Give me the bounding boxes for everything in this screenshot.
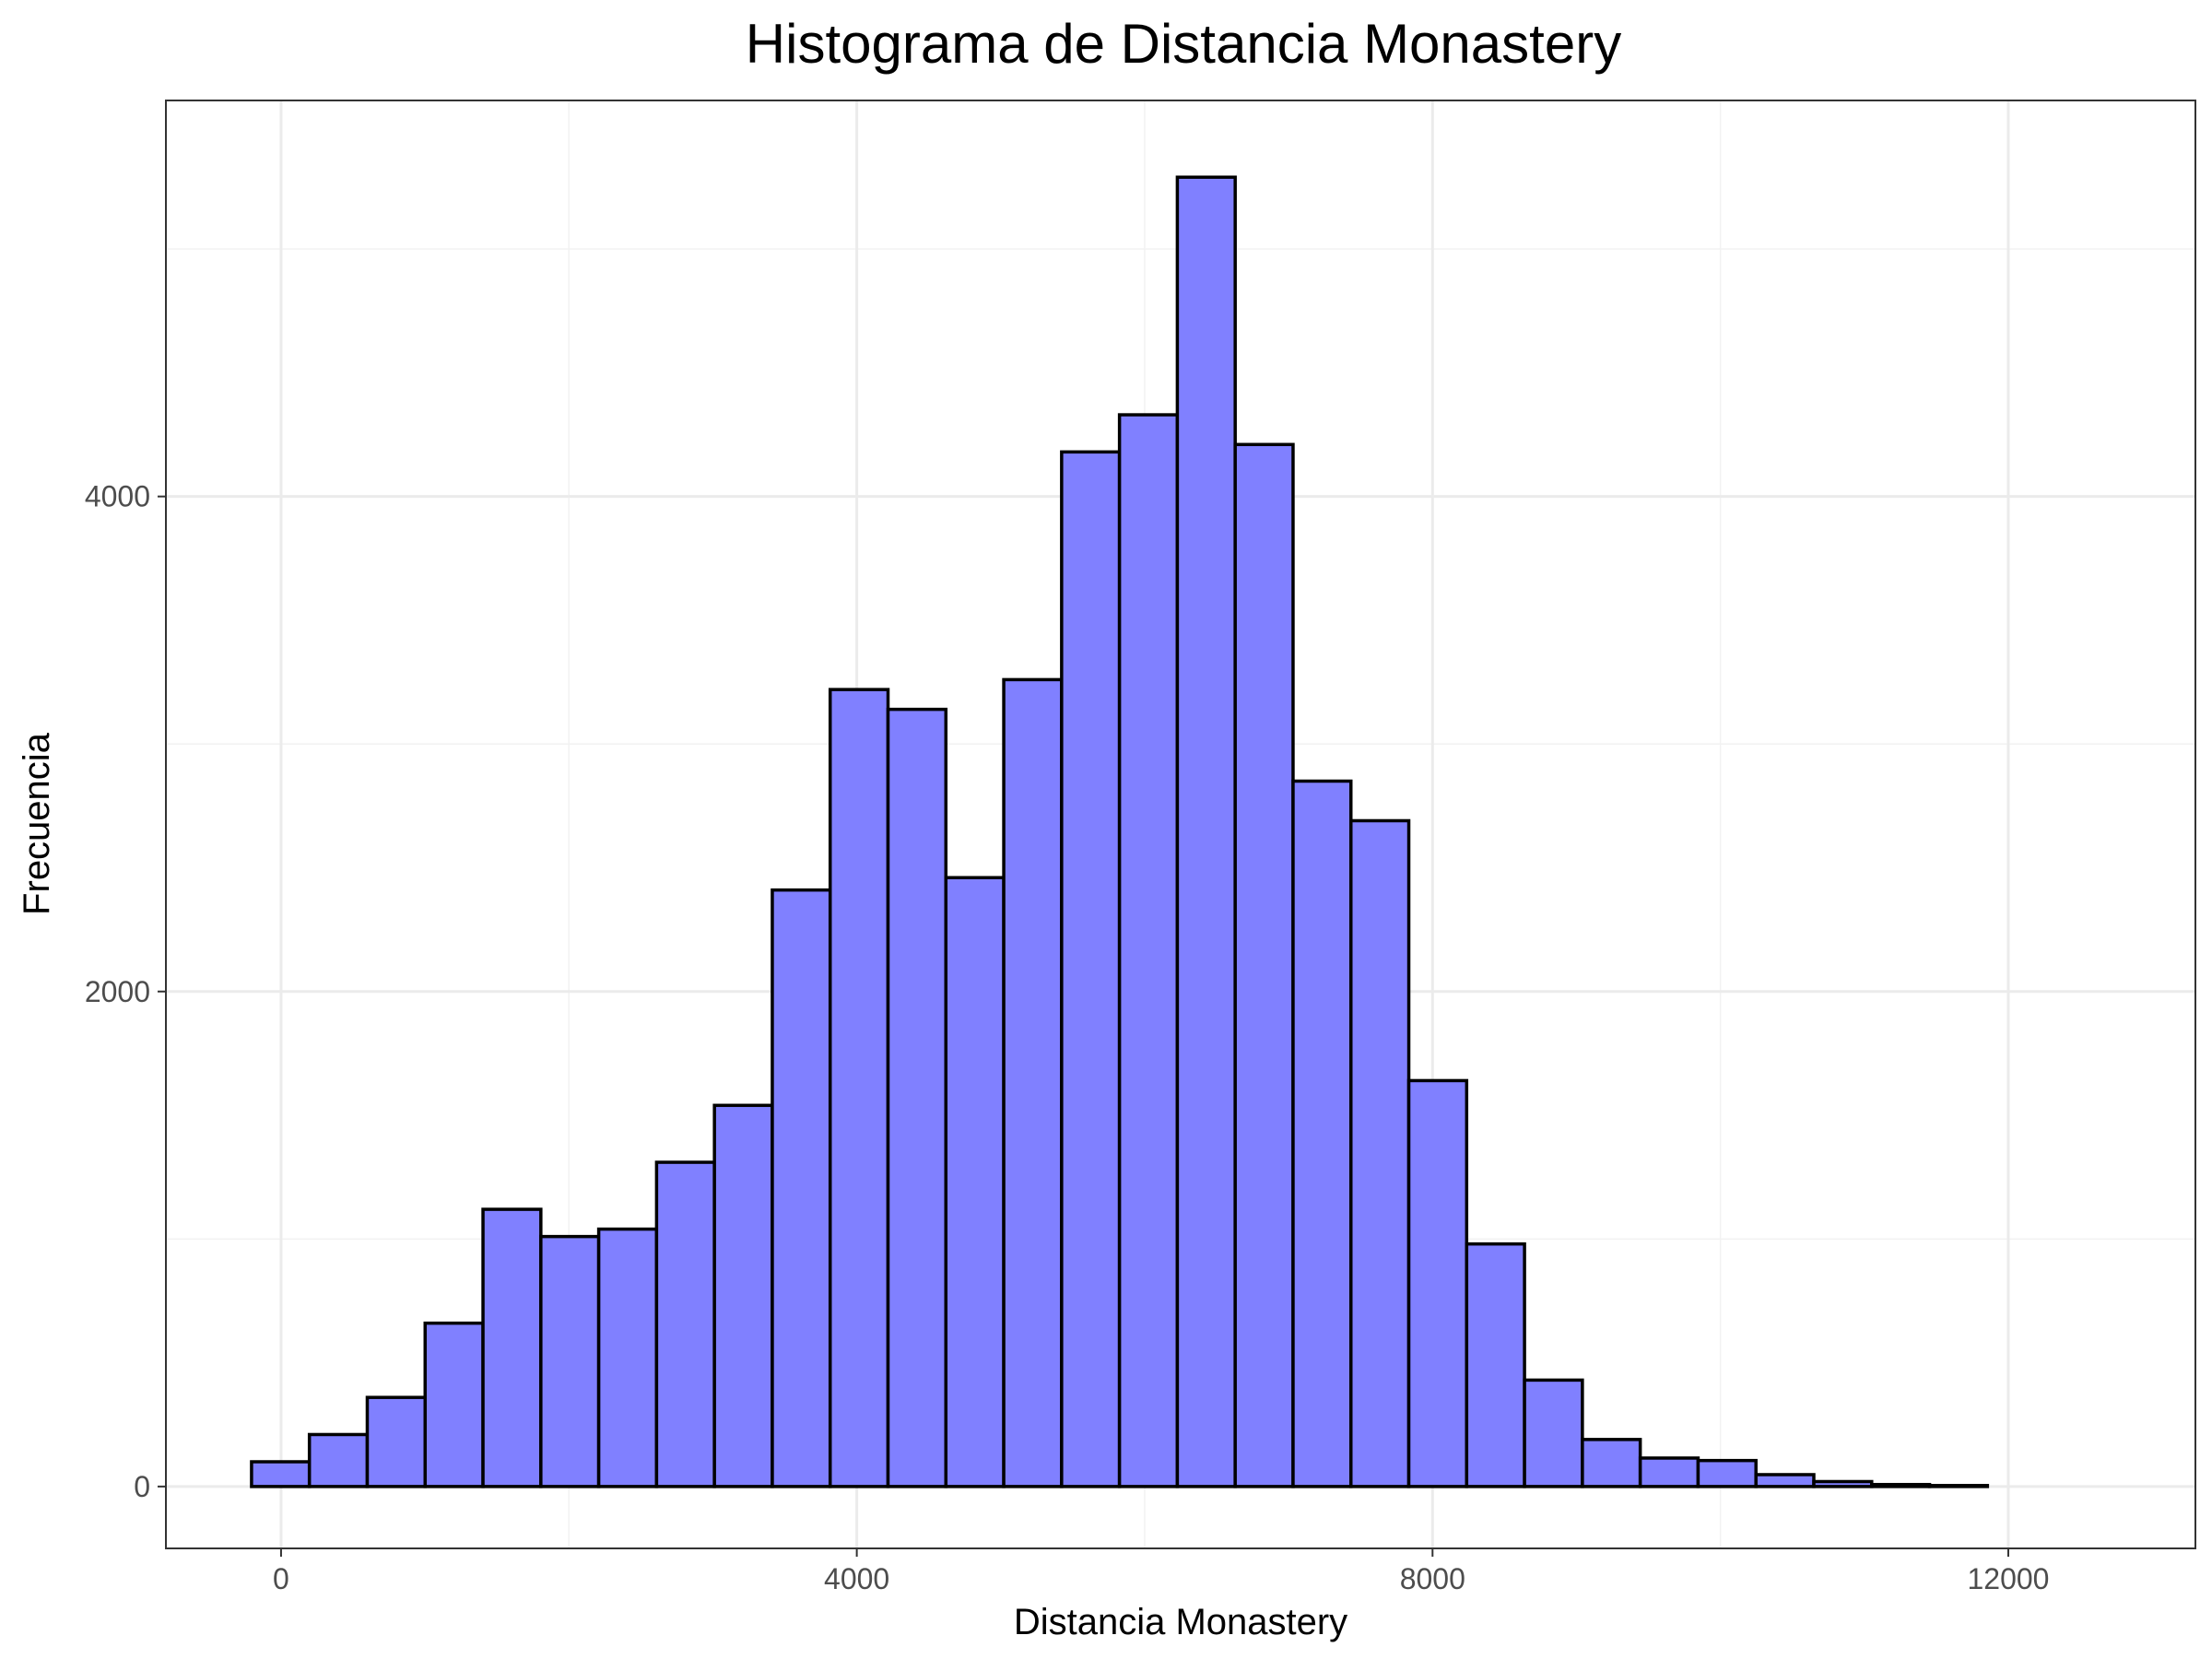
x-axis-label: Distancia Monastery [1014, 1602, 1347, 1642]
histogram-bar [1060, 450, 1122, 1488]
y-tick-label: 0 [134, 1470, 150, 1503]
y-axis-label: Frecuencia [17, 732, 57, 915]
histogram-bar [1348, 818, 1411, 1488]
chart-title: Histograma de Distancia Monastery [746, 13, 1621, 75]
x-tick-label: 4000 [824, 1562, 889, 1595]
histogram-bar [1754, 1473, 1816, 1488]
histogram-bar [1638, 1456, 1700, 1488]
histogram-bar [307, 1432, 370, 1488]
x-tick-label: 8000 [1400, 1562, 1465, 1595]
histogram-bar [712, 1103, 774, 1488]
histogram-bars [250, 175, 1990, 1488]
histogram-bar [481, 1207, 543, 1488]
histogram-bar [1465, 1241, 1526, 1488]
histogram-bar [944, 876, 1006, 1488]
y-tick-label: 2000 [85, 975, 150, 1008]
histogram-bar [1117, 413, 1180, 1488]
histogram-bar [596, 1227, 659, 1488]
x-axis-ticks: 0 4000 8000 12000 [273, 1548, 2049, 1595]
histogram-bar [1233, 442, 1295, 1488]
y-tick-label: 4000 [85, 480, 150, 513]
histogram-bar [365, 1395, 428, 1488]
histogram-bar [423, 1321, 485, 1488]
histogram-bar [1870, 1482, 1932, 1488]
histogram-bar [539, 1234, 601, 1488]
histogram-bar [1406, 1078, 1469, 1488]
histogram-bar [250, 1460, 312, 1488]
plot-panel-border [165, 100, 2196, 1549]
histogram-bar [1291, 779, 1353, 1488]
histogram-bar [654, 1160, 716, 1488]
histogram-bar [1002, 677, 1064, 1488]
histogram-bar [771, 888, 832, 1488]
histogram-bar [1927, 1484, 1990, 1488]
histogram-bar [1812, 1479, 1874, 1488]
x-tick-label: 12000 [1967, 1562, 2049, 1595]
histogram-bar [1523, 1378, 1584, 1488]
histogram-bar [886, 707, 948, 1488]
histogram-bar [828, 688, 890, 1488]
y-axis-ticks: 0 2000 4000 [85, 480, 166, 1503]
histogram-bar [1175, 175, 1237, 1488]
histogram-bar [1581, 1438, 1642, 1488]
x-tick-label: 0 [273, 1562, 289, 1595]
histogram-bar [1696, 1458, 1758, 1488]
